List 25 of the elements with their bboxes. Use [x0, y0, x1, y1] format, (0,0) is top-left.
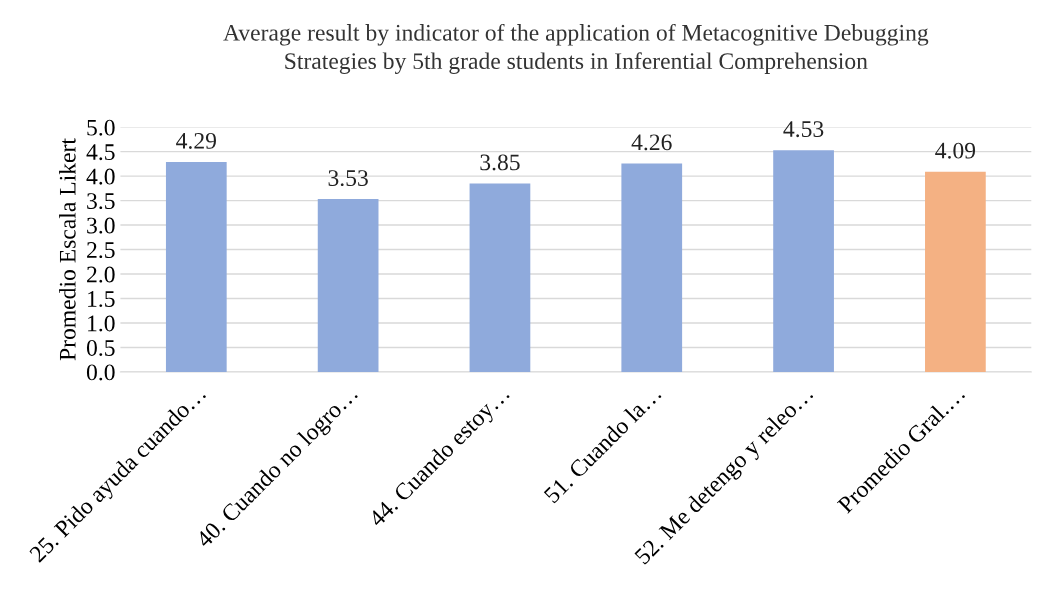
y-tick-label: 0.5: [86, 339, 115, 356]
chart-title: Average result by indicator of the application of Metacognitive Debugging Strategies by 5th grade students in Inferential Comprehension: [223, 23, 929, 74]
y-tick-label: 0.0: [86, 364, 115, 381]
y-tick-label: 5.0: [87, 119, 115, 136]
y-tick-label: 4.5: [86, 144, 115, 161]
bar: [317, 199, 379, 372]
y-tick-label: 3.0: [87, 217, 115, 234]
bar: [621, 163, 683, 372]
y-tick-label: 3.5: [87, 193, 115, 210]
bar: [469, 183, 531, 372]
data-label: 3.53: [328, 170, 368, 187]
data-label: 3.85: [480, 154, 520, 171]
y-axis-title: Promedio Escala Likert: [59, 138, 76, 361]
y-tick-label: 4.0: [86, 168, 115, 185]
y-tick-label: 1.0: [88, 315, 115, 332]
y-tick-label: 2.5: [87, 242, 115, 259]
data-label: 4.09: [935, 142, 976, 159]
data-label: 4.29: [176, 132, 217, 149]
bar: [773, 150, 834, 372]
y-tick-label: 2.0: [87, 266, 115, 283]
data-label: 4.53: [783, 121, 824, 138]
data-label: 4.26: [631, 134, 672, 151]
y-tick-label: 1.5: [88, 291, 115, 308]
bar: [165, 161, 227, 372]
bar: [925, 171, 986, 372]
